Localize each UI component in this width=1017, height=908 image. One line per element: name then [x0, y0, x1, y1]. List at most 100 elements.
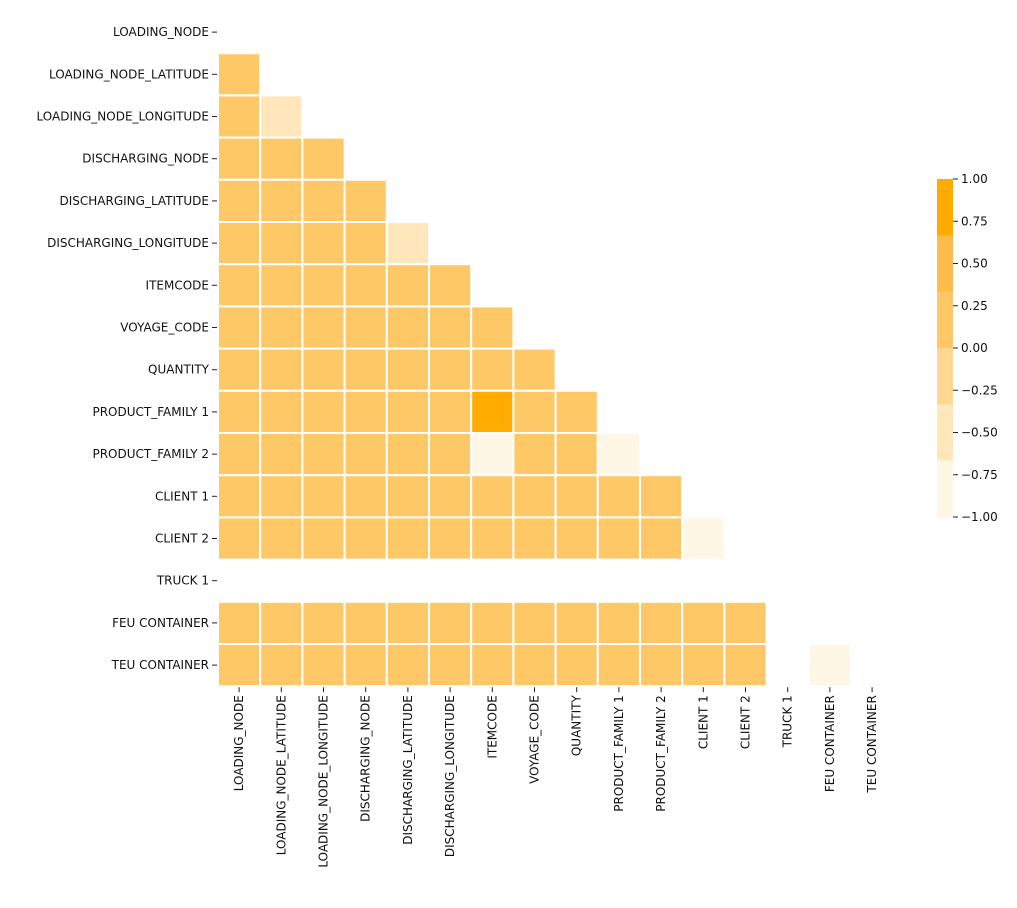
- heatmap-cell: [596, 600, 641, 645]
- heatmap-cell: [554, 474, 599, 519]
- heatmap-cell: [428, 347, 473, 392]
- heatmap-cell: [681, 643, 726, 688]
- heatmap-cell: [428, 600, 473, 645]
- heatmap-cell: [596, 474, 641, 519]
- heatmap-cell: [639, 474, 684, 519]
- heatmap-cell: [301, 305, 346, 350]
- heatmap-cell: [259, 516, 304, 561]
- heatmap-cell: [301, 389, 346, 434]
- x-tick-label: CLIENT 2: [739, 695, 753, 749]
- heatmap-cell: [259, 600, 304, 645]
- heatmap-cell: [470, 600, 515, 645]
- heatmap-cell: [428, 474, 473, 519]
- heatmap-cell: [385, 600, 430, 645]
- heatmap-cell: [217, 178, 262, 224]
- heatmap-cell: [259, 136, 304, 181]
- colorbar-tick-label: 0.50: [961, 257, 988, 271]
- colorbar-tick-label: −0.50: [961, 426, 998, 440]
- heatmap-cell: [512, 389, 557, 434]
- heatmap-cell: [512, 643, 557, 688]
- heatmap-cell: [301, 178, 346, 224]
- heatmap-cell: [470, 643, 515, 688]
- colorbar-tick-label: 0.00: [961, 341, 988, 355]
- colorbar-tick-label: −1.00: [961, 510, 998, 524]
- heatmap-cell: [470, 516, 515, 561]
- y-tick-label: LOADING_NODE: [113, 25, 209, 39]
- heatmap-cell: [343, 432, 388, 477]
- heatmap-cell: [259, 389, 304, 434]
- y-tick-label: CLIENT 1: [155, 489, 209, 503]
- heatmap-cell: [217, 221, 262, 266]
- heatmap-cell: [217, 432, 262, 477]
- heatmap-cell: [343, 305, 388, 350]
- heatmap-cell: [470, 389, 515, 434]
- heatmap-cell: [554, 600, 599, 645]
- heatmap-cell: [512, 600, 557, 645]
- heatmap-cell: [259, 94, 304, 139]
- heatmap-cell: [301, 136, 346, 181]
- y-tick-label: PRODUCT_FAMILY 2: [92, 447, 209, 461]
- heatmap-cell: [301, 643, 346, 688]
- heatmap-cell: [470, 474, 515, 519]
- x-tick-label: LOADING_NODE_LATITUDE: [274, 695, 288, 855]
- heatmap-cell: [343, 474, 388, 519]
- heatmap-cell: [428, 643, 473, 688]
- heatmap-cell: [217, 389, 262, 434]
- heatmap-cell: [217, 136, 262, 181]
- y-tick-label: CLIENT 2: [155, 532, 209, 546]
- heatmap-cell: [301, 221, 346, 266]
- heatmap-cell: [217, 94, 262, 139]
- heatmap-cell: [428, 263, 473, 308]
- x-tick-label: DISCHARGING_LATITUDE: [401, 695, 415, 845]
- x-tick-label: TEU CONTAINER: [865, 695, 879, 793]
- heatmap-cell: [512, 432, 557, 477]
- heatmap-cell: [723, 643, 768, 688]
- y-tick-label: DISCHARGING_LONGITUDE: [47, 236, 209, 250]
- colorbar-band: [937, 404, 953, 462]
- heatmap-cell: [343, 643, 388, 688]
- heatmap-cell: [596, 516, 641, 561]
- heatmap-cell: [470, 305, 515, 350]
- x-tick-label: FEU CONTAINER: [823, 695, 837, 792]
- heatmap-cell: [639, 516, 684, 561]
- x-tick-label: TRUCK 1: [781, 695, 795, 748]
- y-tick-label: FEU CONTAINER: [112, 616, 209, 630]
- heatmap-cell: [428, 432, 473, 477]
- heatmap-cell: [301, 263, 346, 308]
- x-tick-label: VOYAGE_CODE: [528, 695, 542, 784]
- heatmap-cell: [385, 474, 430, 519]
- heatmap-cell: [217, 52, 262, 97]
- heatmap-cell: [596, 432, 641, 477]
- heatmap-cell: [301, 474, 346, 519]
- heatmap-cell: [217, 643, 262, 688]
- heatmap-cell: [385, 305, 430, 350]
- heatmap-cell: [259, 305, 304, 350]
- y-tick-label: LOADING_NODE_LONGITUDE: [37, 110, 209, 124]
- colorbar-tick-label: −0.75: [961, 468, 998, 482]
- heatmap-cell: [512, 516, 557, 561]
- heatmap-cell: [301, 432, 346, 477]
- heatmap-cell: [470, 432, 515, 477]
- heatmap-cell: [259, 432, 304, 477]
- heatmap-cell: [343, 516, 388, 561]
- heatmap-cell: [554, 432, 599, 477]
- x-tick-label: DISCHARGING_LONGITUDE: [443, 695, 457, 857]
- colorbar-tick-label: −0.25: [961, 383, 998, 397]
- heatmap-cell: [807, 643, 852, 688]
- heatmap-cell: [301, 516, 346, 561]
- heatmap-cell: [385, 516, 430, 561]
- heatmap-cell: [217, 516, 262, 561]
- heatmap-cell: [512, 474, 557, 519]
- heatmap-cell: [301, 600, 346, 645]
- y-tick-label: LOADING_NODE_LATITUDE: [49, 67, 209, 81]
- heatmap-cell: [554, 516, 599, 561]
- heatmap-cell: [343, 389, 388, 434]
- heatmap-cell: [385, 389, 430, 434]
- colorbar-tick-label: 0.75: [961, 214, 988, 228]
- heatmap-cell: [217, 305, 262, 350]
- heatmap-cell: [301, 347, 346, 392]
- heatmap-cell: [639, 600, 684, 645]
- colorbar-band: [937, 291, 953, 349]
